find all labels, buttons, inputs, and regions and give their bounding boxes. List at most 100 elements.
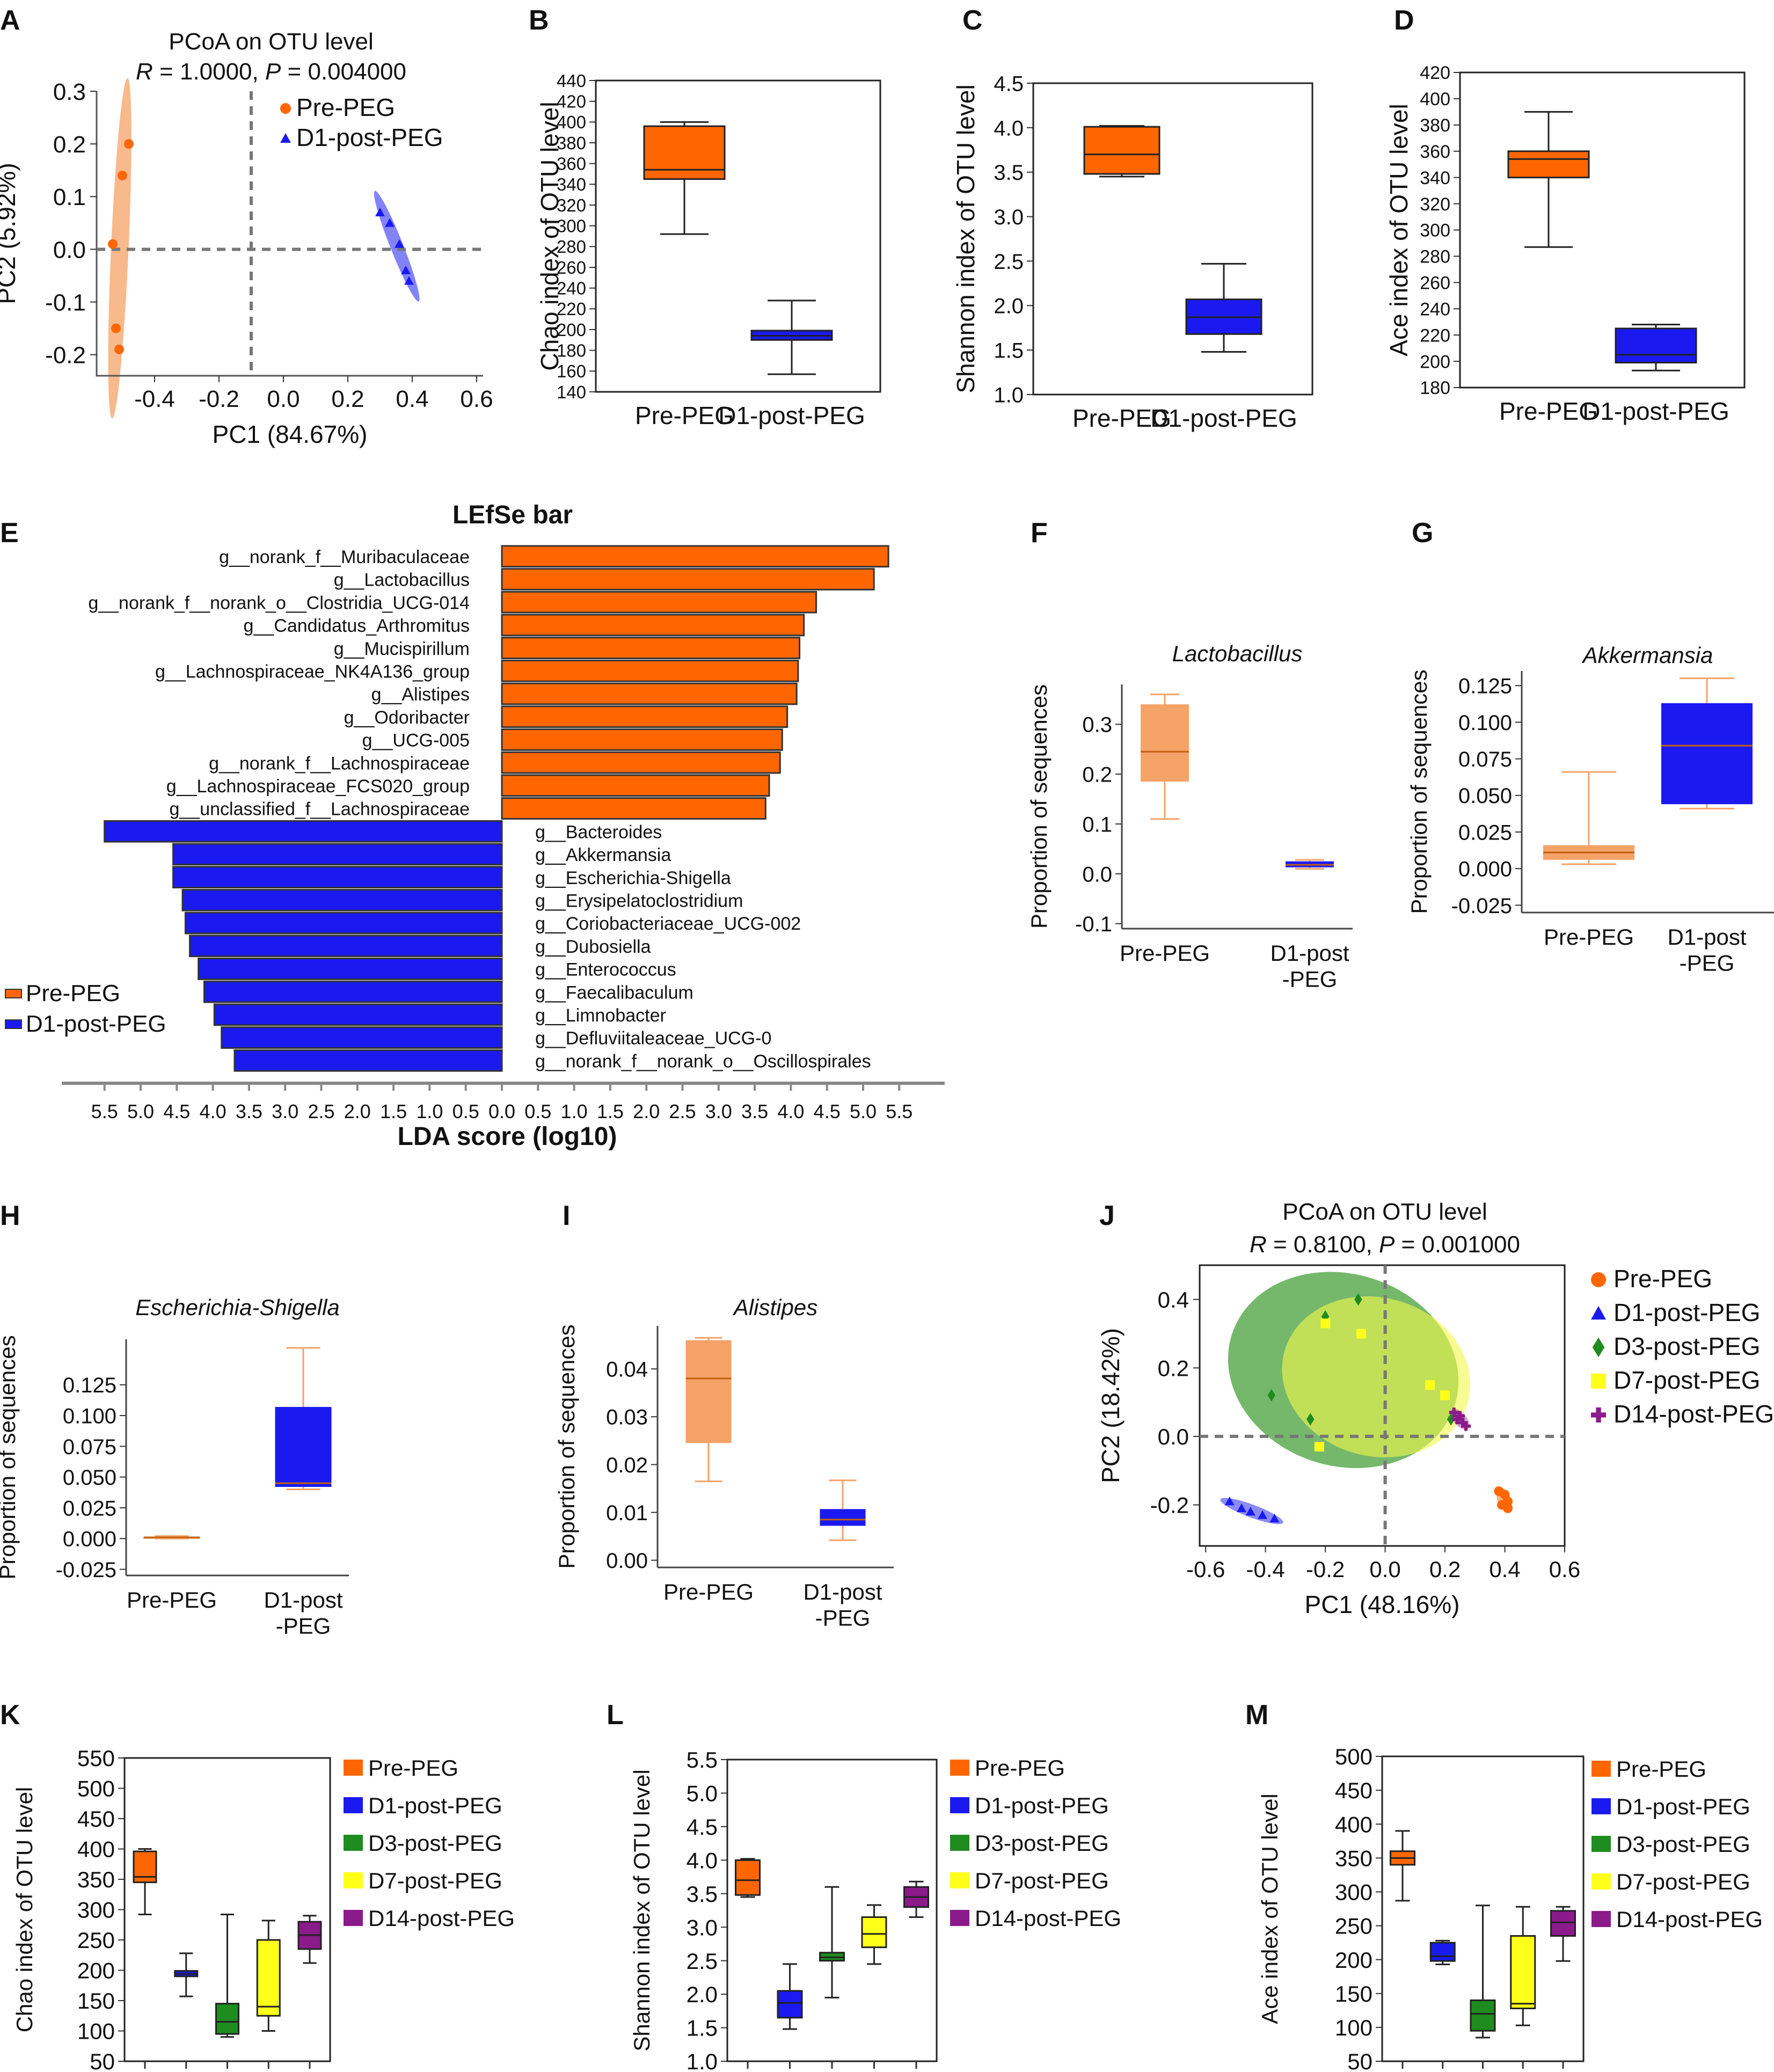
panel-letter-f: F (1031, 517, 1048, 549)
panel-j-point-d3-post-peg (1354, 1293, 1362, 1306)
panel-i-xtick-label: Pre-PEG (663, 1579, 754, 1604)
panel-m-ytick-label: 250 (1335, 1914, 1373, 1939)
panel-i-ytick-label: 0.03 (606, 1406, 648, 1429)
panel-e-bar-label-g-faecalibaculum: g__Faecalibaculum (535, 982, 693, 1003)
panel-a-xtick-label: 0.6 (460, 386, 493, 412)
panel-d-ytick-label: 220 (1420, 325, 1450, 346)
panel-h-ytick-label: 0.000 (63, 1528, 116, 1551)
panel-b-ytick-label: 200 (557, 320, 586, 340)
panel-c-frame (1032, 82, 1313, 396)
panel-c-ytick-label: 3.0 (994, 206, 1024, 229)
panel-j-ytick-label: -0.2 (1150, 1493, 1189, 1518)
panel-l-ytick-label: 2.0 (687, 1982, 718, 2007)
panel-j-point-d3-post-peg (1447, 1413, 1455, 1426)
panel-e-bar-g-faecalibaculum (203, 980, 503, 1003)
panel-j-point-pre-peg (1503, 1503, 1513, 1513)
panel-e-bar-g-alistipes (501, 682, 798, 705)
panel-j-ytick-label: 0.0 (1158, 1424, 1189, 1449)
panel-a-point-d1-post-peg (401, 265, 411, 274)
panel-m-legend-swatch-d3-post-peg (1592, 1836, 1611, 1852)
panel-e-xtick-label: 3.0 (705, 1100, 732, 1122)
panel-e-xtick-label: 3.0 (272, 1100, 298, 1122)
panel-a-point-d1-post-peg (375, 207, 385, 216)
panel-b-ytick-label: 140 (557, 382, 586, 402)
panel-d-box-pre-peg (1507, 150, 1590, 179)
panel-m-ytick-label: 300 (1335, 1880, 1373, 1905)
panel-k-box-pre-peg (133, 1850, 157, 1884)
panel-e-bar-g-lachnospiraceae-nk4a136-group (501, 660, 799, 682)
panel-m-ytick-label: 100 (1335, 2015, 1373, 2040)
panel-j-point-d7-post-peg (1314, 1442, 1324, 1452)
panel-f-xtick-label: Pre-PEG (1120, 940, 1210, 966)
panel-e-bar-g-escherichia-shigella (172, 866, 503, 889)
panel-e-title: LEfSe bar (452, 501, 573, 529)
panel-j-point-d1-post-peg (1237, 1503, 1247, 1513)
panel-e-bar-g-unclassified-f-lachnospiraceae (501, 797, 766, 820)
panel-m-box-d1-post-peg (1429, 1942, 1456, 1962)
panel-m-ytick-label: 150 (1335, 1981, 1373, 2007)
panel-k-ylabel: Chao index of OTU level (12, 1787, 37, 2033)
panel-e-xtick-label: 5.5 (886, 1100, 912, 1122)
panel-k-legend-swatch-d14-post-peg (344, 1910, 363, 1926)
panel-j-point-d1-post-peg (1258, 1510, 1268, 1519)
panel-letter-j: J (1099, 1200, 1115, 1231)
panel-e-xtick-label: 2.5 (669, 1100, 696, 1122)
panel-f-xtick-label: -PEG (1282, 966, 1338, 991)
panel-e-bar-g-enterococcus (198, 958, 503, 980)
panel-m-legend-label-pre-peg: Pre-PEG (1616, 1756, 1706, 1782)
panel-e-xtick-label: 4.5 (814, 1100, 841, 1122)
panel-i-xtick-label: -PEG (815, 1605, 871, 1630)
panel-d-ytick-label: 200 (1420, 352, 1450, 372)
panel-j-legend-label-d7-post-peg: D7-post-PEG (1614, 1366, 1761, 1394)
panel-d-chart: 420 400 380 360 340 320 300 280 260 240 220 200 180 A… (1385, 63, 1746, 425)
panel-e-bar-g-erysipelatoclostridium (181, 889, 503, 911)
panel-e-bar-label-g-unclassified-f-lachnospiraceae: g__unclassified_f__Lachnospiraceae (169, 799, 470, 820)
panel-k-ytick-label: 500 (77, 1776, 115, 1801)
panel-j-p-symbol: P (1379, 1231, 1395, 1258)
panel-m-box-d3-post-peg (1470, 1999, 1496, 2032)
panel-g-xtick-label: Pre-PEG (1544, 924, 1634, 950)
panel-a-point-pre-peg (114, 344, 124, 354)
panel-b-ylabel: Chao index of OTU level (536, 101, 564, 370)
panel-e-bar-g-mucispirillum (501, 637, 801, 660)
panel-c-ytick-label: 2.5 (994, 250, 1024, 274)
panel-b-ytick-label: 340 (557, 174, 586, 194)
panel-j-point-d7-post-peg (1356, 1329, 1366, 1339)
panel-a-xtick-label: 0.0 (267, 386, 300, 412)
panel-k-ytick-label: 150 (77, 1988, 115, 2013)
panel-e-bar-g-lachnospiraceae-fcs020-group (501, 774, 770, 797)
panel-k-legend-label-d7-post-peg: D7-post-PEG (368, 1868, 502, 1893)
panel-f-ylabel: Proportion of sequences (1026, 684, 1052, 929)
panel-k-ytick-label: 350 (77, 1867, 115, 1892)
panel-a-xtick-label: -0.2 (199, 386, 239, 412)
panel-d-ytick-label: 360 (1420, 142, 1450, 162)
panel-k-legend-swatch-d1-post-peg (344, 1797, 363, 1813)
panel-e-bar-g-limnobacter (213, 1003, 503, 1026)
panel-d-ytick-label: 260 (1420, 273, 1450, 294)
panel-g-ylabel: Proportion of sequences (1406, 669, 1432, 914)
panel-l-legend-swatch-d14-post-peg (950, 1910, 969, 1926)
panel-e-bar-label-g-lactobacillus: g__Lactobacillus (334, 570, 470, 590)
panel-d-ytick-label: 380 (1420, 115, 1450, 136)
panel-e-bar-label-g-enterococcus: g__Enterococcus (535, 960, 676, 980)
panel-j-header: PCoA on OTU level R = 0.8100, P = 0.0010… (1250, 1199, 1520, 1258)
panel-j-legend-label-pre-peg: Pre-PEG (1614, 1265, 1712, 1293)
panel-m-legend-swatch-d1-post-peg (1592, 1798, 1611, 1814)
panel-b-ytick-label: 380 (557, 133, 586, 153)
panel-l-box-d1-post-peg (777, 1990, 803, 2019)
panel-e-bar-label-g-norank-f-lachnospiraceae: g__norank_f__Lachnospiraceae (209, 753, 470, 774)
panel-e-xtick-label: 0.5 (452, 1100, 479, 1122)
panel-e-bar-g-dubosiella (189, 935, 503, 958)
panel-m-ytick-label: 50 (1347, 2049, 1373, 2072)
panel-a-r-symbol: R (136, 59, 153, 85)
panel-e-legend-swatch-pre-peg (5, 989, 22, 998)
panel-e-xtick-label: 4.5 (163, 1100, 190, 1122)
panel-h-title: Escherichia-Shigella (135, 1295, 340, 1320)
panel-k-legend-label-d1-post-peg: D1-post-PEG (368, 1793, 502, 1818)
panel-a-point-pre-peg (108, 239, 118, 249)
panel-k-box-d3-post-peg (215, 2003, 239, 2035)
panel-a-point-pre-peg (118, 171, 127, 181)
panel-h-ytick-label: 0.125 (63, 1374, 116, 1397)
panel-j-legend-marker-d7-post-peg (1591, 1374, 1606, 1389)
